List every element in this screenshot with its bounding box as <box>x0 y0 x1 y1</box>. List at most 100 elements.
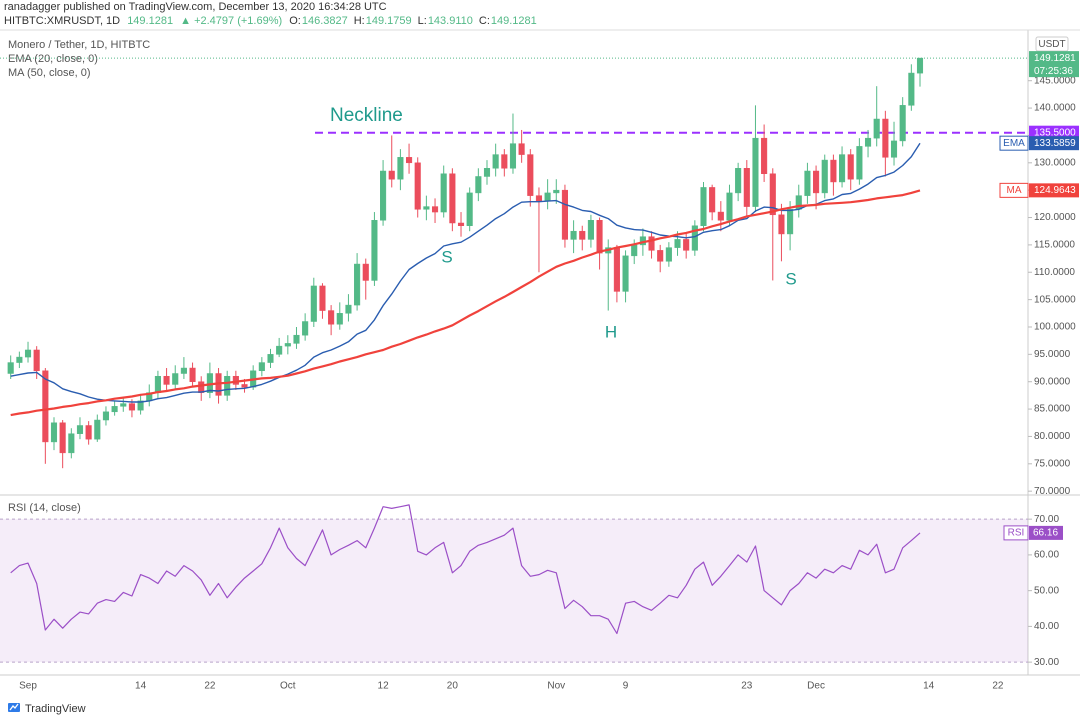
change: ▲ +2.4797 (+1.69%) <box>180 15 283 27</box>
ohlc-key: O: <box>289 15 301 27</box>
candle-body <box>847 154 854 180</box>
pattern-label: S <box>785 269 796 288</box>
candle-body <box>570 230 577 240</box>
x-tick-label: 23 <box>741 681 753 692</box>
candle-body <box>189 367 196 382</box>
unit-box <box>1035 36 1069 52</box>
candle-body <box>7 362 14 374</box>
candle-body <box>466 192 473 226</box>
ohlc-key: H: <box>353 15 365 27</box>
legend-entry: MA (50, close, 0) <box>8 67 91 79</box>
candle-body <box>518 143 525 155</box>
y-tick-label: 90.0000 <box>1034 376 1071 387</box>
last-price-label: 149.1281 <box>1034 53 1076 64</box>
candle-body <box>76 425 84 434</box>
y-tick-label: 30.00 <box>1034 657 1059 668</box>
indicator-value-box <box>1029 136 1079 151</box>
candle-body <box>42 370 49 443</box>
candle-body <box>509 143 517 169</box>
candle-body <box>406 157 413 164</box>
publisher: ranadagger published on TradingView.com,… <box>4 1 387 13</box>
candle-body <box>648 236 655 251</box>
y-tick-label: 140.0000 <box>1034 103 1076 114</box>
candle-body <box>683 239 690 251</box>
neckline-value: 135.5000 <box>1034 127 1076 138</box>
countdown: 07:25:36 <box>1034 66 1073 77</box>
candle-body <box>813 170 820 194</box>
candle-body <box>319 285 326 311</box>
candle-body <box>899 105 906 142</box>
candle-body <box>388 170 395 180</box>
candle-body <box>821 159 828 194</box>
candle-body <box>362 263 369 281</box>
indicator-tag <box>999 182 1029 198</box>
candle-body <box>579 230 586 240</box>
candle-body <box>761 137 768 174</box>
candle-body <box>700 187 707 226</box>
ohlc-value: 149.1281 <box>490 15 537 27</box>
candle-body <box>769 173 776 216</box>
y-tick-label: 100.0000 <box>1034 322 1076 333</box>
candle-body <box>354 263 361 306</box>
candle-body <box>535 195 543 202</box>
candle-body <box>16 356 23 363</box>
candle-body <box>657 250 664 262</box>
y-tick-label: 80.0000 <box>1034 431 1071 442</box>
y-tick-label: 145.0000 <box>1034 75 1076 86</box>
candle-body <box>587 220 594 240</box>
candle-body <box>691 225 698 251</box>
x-tick-label: Sep <box>19 681 37 692</box>
ohlc: O:146.3827 H:149.1759 L:143.9110 C:149.1281 <box>289 15 543 27</box>
candle-body <box>743 168 750 207</box>
candle-body <box>284 343 291 347</box>
candle-body <box>527 154 534 196</box>
candle-body <box>68 433 75 454</box>
candle-body <box>735 168 742 194</box>
ohlc-value: 146.3827 <box>301 15 348 27</box>
indicator-tag-label: MA <box>1007 185 1022 196</box>
candle-body <box>431 206 439 213</box>
y-tick-label: 120.0000 <box>1034 212 1076 223</box>
pattern-label: H <box>605 322 617 341</box>
header-publisher: ranadagger published on TradingView.com,… <box>4 1 391 13</box>
candle-body <box>371 220 378 281</box>
indicator-value: 124.9643 <box>1034 185 1076 196</box>
x-tick-label: 20 <box>447 681 459 692</box>
header-quote: HITBTC:XMRUSDT, 1D 149.1281 ▲ +2.4797 (+… <box>4 15 547 27</box>
candle-body <box>726 192 733 221</box>
candle-body <box>267 354 274 363</box>
candle-body <box>172 373 179 385</box>
last-price: 149.1281 <box>127 15 174 27</box>
candle-body <box>258 362 265 372</box>
candle-body <box>380 170 387 221</box>
candle-body <box>778 214 785 235</box>
rsi-tag-label: RSI <box>1008 528 1025 539</box>
x-tick-label: 22 <box>992 681 1004 692</box>
candle-body <box>674 239 681 248</box>
y-tick-label: 95.0000 <box>1034 349 1071 360</box>
ohlc-value: 143.9110 <box>427 15 473 27</box>
indicator-line <box>10 189 921 417</box>
candle-body <box>423 206 430 210</box>
candle-body <box>449 173 456 224</box>
candle-body <box>830 159 837 183</box>
candle-body <box>475 176 482 194</box>
candle-body <box>102 411 110 421</box>
y-tick-label: 50.00 <box>1034 585 1059 596</box>
candle-body <box>85 425 92 440</box>
rsi-value-box <box>1029 525 1063 540</box>
y-tick-label: 40.00 <box>1034 621 1059 632</box>
candle-body <box>561 189 568 240</box>
candle-body <box>882 118 889 158</box>
candle-body <box>310 285 317 322</box>
candle-body <box>128 403 135 411</box>
y-tick-label: 130.0000 <box>1034 157 1076 168</box>
candle-body <box>302 321 309 336</box>
y-tick-label: 85.0000 <box>1034 404 1071 415</box>
neckline-label: Neckline <box>330 105 403 126</box>
candle-body <box>198 381 205 393</box>
symbol: HITBTC:XMRUSDT, 1D <box>4 15 121 27</box>
candle-body <box>232 375 239 385</box>
candle-body <box>717 211 724 221</box>
brand-logo <box>8 703 20 712</box>
